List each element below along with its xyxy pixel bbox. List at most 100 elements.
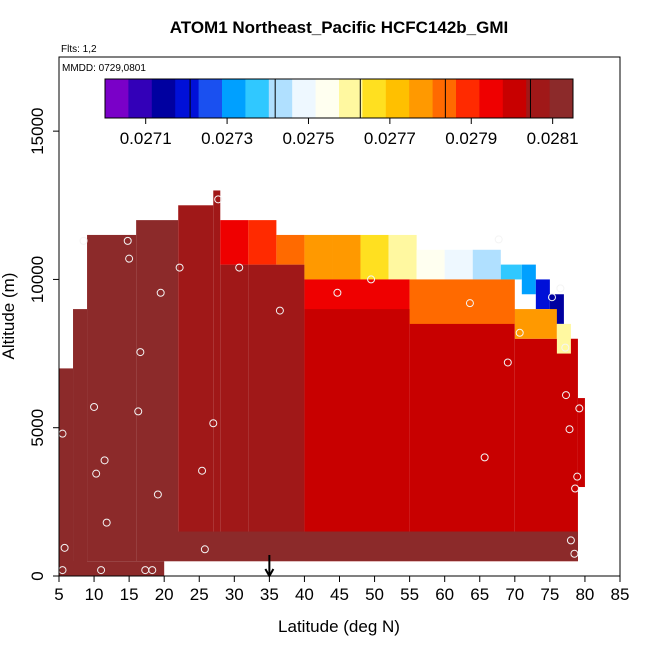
flight-point bbox=[515, 328, 524, 337]
flight-point bbox=[102, 518, 111, 527]
colorbar-swatch bbox=[339, 79, 363, 118]
flight-point bbox=[209, 419, 218, 428]
flight-point bbox=[175, 263, 184, 272]
flight-point bbox=[480, 453, 489, 462]
flight-points bbox=[58, 195, 584, 575]
x-tick-label: 60 bbox=[435, 585, 454, 604]
colorbar-tick-label: 0.0279 bbox=[445, 129, 497, 148]
flight-point bbox=[575, 404, 584, 413]
heatmap-cell bbox=[472, 249, 501, 280]
colorbar-swatch bbox=[222, 79, 246, 118]
heatmap-cells bbox=[59, 190, 585, 576]
x-tick-label: 20 bbox=[155, 585, 174, 604]
heatmap-cell bbox=[521, 264, 536, 295]
flight-point bbox=[134, 407, 143, 416]
colorbar-swatch bbox=[245, 79, 270, 118]
heatmap-cell bbox=[360, 234, 389, 280]
dates-label: MMDD: 0729,0801 bbox=[62, 63, 146, 74]
heatmap-cell bbox=[500, 264, 522, 280]
heatmap-cell bbox=[220, 220, 249, 265]
flight-point bbox=[565, 425, 574, 434]
flight-point bbox=[547, 293, 556, 302]
colorbar-swatch bbox=[362, 79, 387, 118]
flight-point bbox=[235, 263, 244, 272]
x-tick-label: 65 bbox=[470, 585, 489, 604]
flight-point bbox=[503, 358, 512, 367]
heatmap-cell bbox=[304, 279, 410, 310]
x-tick-label: 25 bbox=[190, 585, 209, 604]
flight-point bbox=[566, 536, 575, 545]
flight-point bbox=[125, 254, 134, 263]
x-axis-label: Latitude (deg N) bbox=[278, 617, 400, 636]
flight-point bbox=[465, 299, 474, 308]
y-tick-label: 15000 bbox=[28, 108, 47, 155]
latitude-marker-arrow bbox=[264, 555, 275, 579]
x-tick-label: 40 bbox=[295, 585, 314, 604]
heatmap-cell bbox=[514, 309, 557, 339]
y-axis-label: Altitude (m) bbox=[0, 273, 18, 360]
colorbar-tick-label: 0.0277 bbox=[364, 129, 416, 148]
x-tick-label: 35 bbox=[260, 585, 279, 604]
colorbar-swatch bbox=[151, 79, 176, 118]
heatmap-cell bbox=[556, 323, 571, 354]
colorbar-swatch bbox=[456, 79, 480, 118]
x-tick-label: 30 bbox=[225, 585, 244, 604]
heatmap-cell bbox=[304, 279, 410, 562]
colorbar-swatch bbox=[549, 79, 574, 118]
heatmap-cell bbox=[164, 531, 578, 562]
colorbar-swatch bbox=[432, 79, 457, 118]
heatmap-cell bbox=[276, 234, 305, 265]
x-tick-label: 50 bbox=[365, 585, 384, 604]
flight-point bbox=[123, 236, 132, 245]
x-tick-label: 45 bbox=[330, 585, 349, 604]
heatmap-cell bbox=[409, 279, 515, 324]
y-tick-label: 5000 bbox=[28, 409, 47, 447]
heatmap-cell bbox=[87, 234, 137, 562]
colorbar-swatch bbox=[385, 79, 410, 118]
heatmap-cell bbox=[213, 190, 221, 562]
x-tick-label: 5 bbox=[54, 585, 63, 604]
flight-point bbox=[200, 545, 209, 554]
flight-point bbox=[333, 288, 342, 297]
heatmap-cell bbox=[248, 264, 305, 562]
x-tick-label: 55 bbox=[400, 585, 419, 604]
heatmap-cell bbox=[388, 234, 417, 280]
flight-point bbox=[198, 466, 207, 475]
heatmap-cell bbox=[178, 205, 214, 562]
heatmap-cell bbox=[220, 264, 249, 562]
colorbar-swatch bbox=[502, 79, 527, 118]
colorbar-tick-label: 0.0273 bbox=[201, 129, 253, 148]
flight-point bbox=[60, 543, 69, 552]
x-tick-label: 15 bbox=[120, 585, 139, 604]
flights-label: Flts: 1,2 bbox=[61, 44, 97, 55]
heatmap-cell bbox=[577, 398, 585, 488]
heatmap-cell bbox=[444, 249, 473, 280]
colorbar-swatch bbox=[105, 79, 129, 118]
flight-point bbox=[90, 402, 99, 411]
flight-point bbox=[571, 484, 580, 493]
flight-point bbox=[100, 456, 109, 465]
flight-point bbox=[79, 236, 88, 245]
chart-title: ATOM1 Northeast_Pacific HCFC142b_GMI bbox=[170, 18, 509, 37]
arrow-head bbox=[264, 568, 275, 579]
heatmap-cell bbox=[59, 368, 74, 576]
colorbar: 0.0271 0.0273 0.0275 0.0277 0.0279 0.0281 bbox=[104, 78, 579, 148]
heatmap-cell bbox=[416, 249, 445, 280]
axes: 5 10 15 20 25 30 35 40 45 50 55 60 65 70 75 80 85 0 5000 10… bbox=[28, 56, 629, 604]
heatmap-cell bbox=[136, 220, 179, 562]
y-tick-label: 0 bbox=[28, 571, 47, 580]
x-tick-label: 75 bbox=[540, 585, 559, 604]
flight-point bbox=[214, 195, 223, 204]
flight-point bbox=[573, 472, 582, 481]
flight-point bbox=[97, 566, 106, 575]
colorbar-swatch bbox=[315, 79, 340, 118]
flight-point bbox=[367, 275, 376, 284]
flight-point bbox=[92, 469, 101, 478]
flight-point bbox=[570, 549, 579, 558]
heatmap-cell bbox=[409, 309, 515, 562]
colorbar-tick-label: 0.0281 bbox=[527, 129, 579, 148]
x-tick-label: 70 bbox=[505, 585, 524, 604]
flight-point bbox=[156, 288, 165, 297]
colorbar-swatch bbox=[479, 79, 504, 118]
